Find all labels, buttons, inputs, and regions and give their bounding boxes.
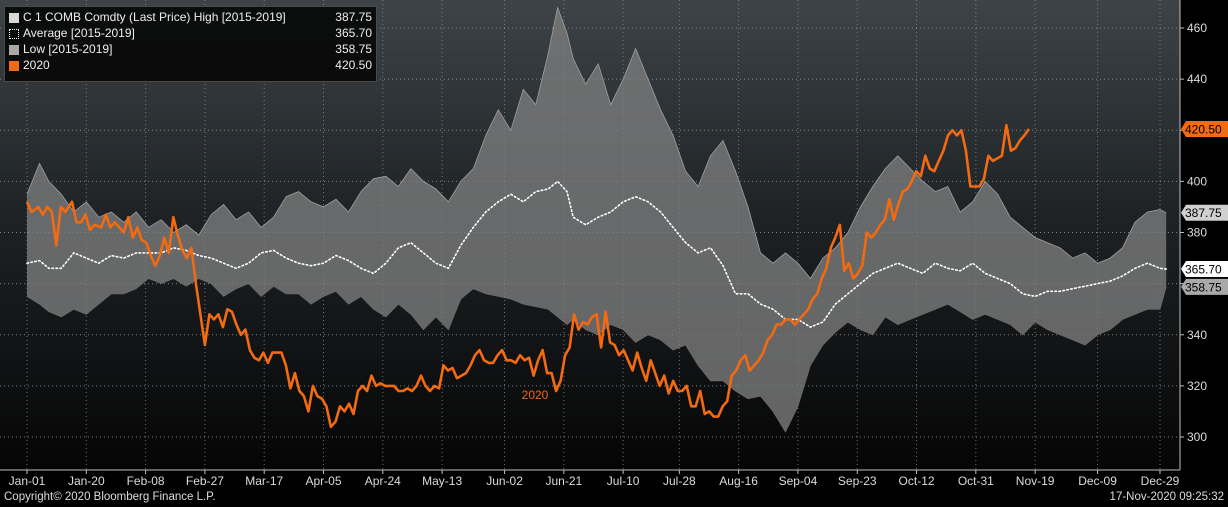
high-series-line — [26, 6, 1167, 280]
last-value-tag-text: 387.75 — [1185, 206, 1222, 220]
last-value-tags: 420.50 387.75 365.70 358.75 — [1181, 120, 1228, 295]
legend-label-average: Average [2015-2019] — [23, 26, 135, 41]
last-value-tag: 387.75 — [1181, 204, 1228, 221]
last-value-tag-text: 358.75 — [1185, 280, 1222, 294]
series-labels: 2020 — [522, 388, 549, 402]
x-tick-label: Oct-12 — [899, 474, 935, 488]
legend-swatch-2020 — [9, 61, 19, 71]
x-tick-label: Mar-17 — [245, 474, 283, 488]
timestamp-text: 17-Nov-2020 09:25:32 — [1109, 491, 1224, 503]
average-line — [26, 180, 1167, 328]
legend-value-2020: 420.50 — [335, 58, 372, 73]
x-tick-label: Dec-29 — [1141, 474, 1180, 488]
y-tick-label: 340 — [1187, 328, 1207, 342]
x-tick-label: Feb-08 — [127, 474, 165, 488]
x-tick-label: Sep-04 — [779, 474, 818, 488]
average-series-line — [26, 180, 1167, 328]
x-tick-label: Jul-28 — [663, 474, 696, 488]
legend-swatch-high — [9, 13, 19, 23]
legend-value-average: 365.70 — [335, 26, 372, 41]
legend-item-low: Low [2015-2019] 358.75 — [9, 42, 372, 58]
last-value-tag-text: 420.50 — [1185, 122, 1222, 136]
last-value-tag: 420.50 — [1181, 120, 1228, 137]
last-value-tag-box — [1181, 120, 1228, 137]
x-tick-label: Jan-20 — [68, 474, 105, 488]
last-value-tag: 365.70 — [1181, 261, 1228, 278]
x-tick-label: Sep-23 — [838, 474, 877, 488]
high-low-area — [27, 7, 1167, 432]
legend-value-low: 358.75 — [335, 42, 372, 57]
last-value-tag-box — [1181, 204, 1228, 221]
last-value-tag: 358.75 — [1181, 278, 1228, 295]
x-tick-label: Dec-09 — [1078, 474, 1117, 488]
last-value-tag-box — [1181, 261, 1228, 278]
legend-label-low: Low [2015-2019] — [23, 42, 113, 57]
x-tick-label: Nov-19 — [1016, 474, 1055, 488]
legend: C 1 COMB Comdty (Last Price) High [2015-… — [4, 6, 377, 82]
x-tick-label: Jul-10 — [607, 474, 640, 488]
y-tick-label: 300 — [1187, 430, 1207, 444]
legend-label-2020: 2020 — [23, 58, 50, 73]
last-value-tag-text: 365.70 — [1185, 263, 1222, 277]
x-tick-label: Jun-21 — [545, 474, 582, 488]
y-tick-label: 320 — [1187, 379, 1207, 393]
x-tick-label: Apr-24 — [365, 474, 401, 488]
legend-item-average: Average [2015-2019] 365.70 — [9, 26, 372, 42]
y-tick-label: 460 — [1187, 21, 1207, 35]
copyright-text: Copyright© 2020 Bloomberg Finance L.P. — [4, 491, 216, 503]
x-tick-label: Jun-02 — [486, 474, 523, 488]
low-series-line — [26, 278, 1167, 433]
series-2020-path — [25, 123, 1030, 429]
last-value-tag-box — [1181, 278, 1228, 295]
legend-label-high: C 1 COMB Comdty (Last Price) High [2015-… — [23, 10, 286, 25]
y-tick-label: 400 — [1187, 174, 1207, 188]
y-tick-label: 440 — [1187, 72, 1207, 86]
x-tick-label: Feb-27 — [186, 474, 224, 488]
legend-swatch-low — [9, 45, 19, 55]
x-tick-label: Apr-05 — [305, 474, 341, 488]
legend-value-high: 387.75 — [335, 10, 372, 25]
high-low-band — [26, 6, 1167, 433]
legend-item-2020: 2020 420.50 — [9, 58, 372, 74]
x-tick-label: May-13 — [422, 474, 462, 488]
series-2020-line — [25, 123, 1030, 429]
legend-item-high: C 1 COMB Comdty (Last Price) High [2015-… — [9, 10, 372, 26]
x-tick-label: Oct-31 — [958, 474, 994, 488]
series-label-2020: 2020 — [522, 388, 549, 402]
legend-swatch-average — [9, 29, 19, 39]
x-tick-label: Aug-16 — [719, 474, 758, 488]
x-tick-label: Jan-01 — [9, 474, 46, 488]
x-axis: Jan-01 Jan-20 Feb-08 Feb-27 Mar-17 Apr-05 Apr-… — [0, 469, 1180, 488]
y-tick-label: 380 — [1187, 226, 1207, 240]
y-axis: 300320340360380400420440460 — [1179, 0, 1207, 470]
